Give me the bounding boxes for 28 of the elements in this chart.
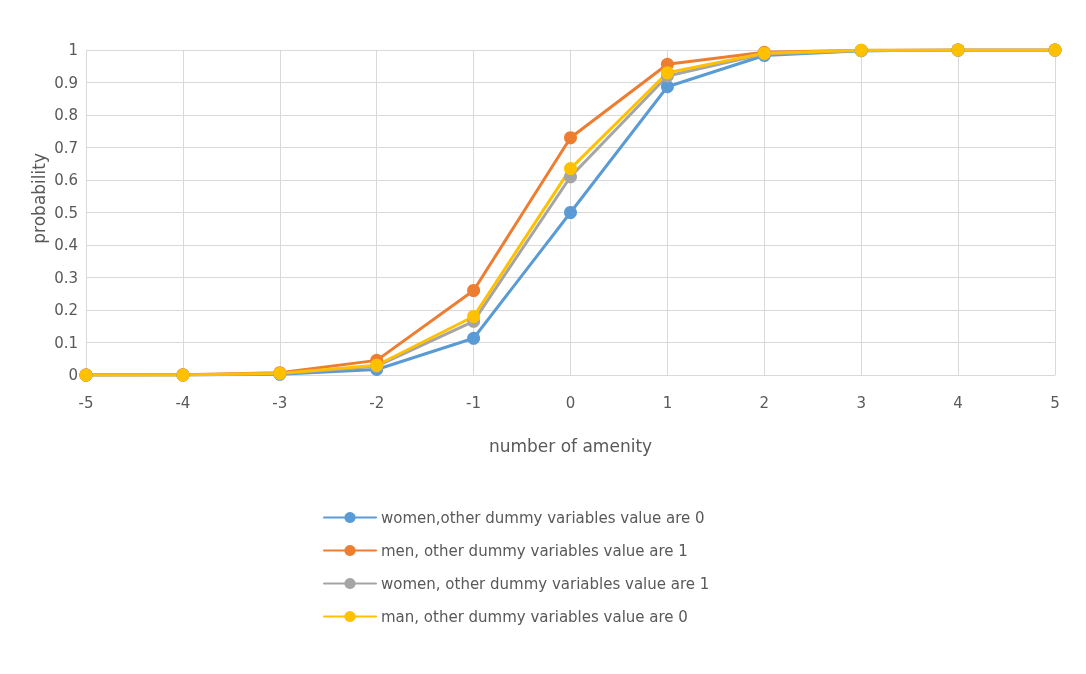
y-tick-label: 0.6	[54, 171, 78, 189]
x-tick-label: 1	[662, 393, 673, 412]
x-tick-label: 2	[759, 393, 770, 412]
x-tick-label: 4	[953, 393, 963, 412]
y-tick-label: 0.9	[54, 73, 78, 92]
y-tick-label: 0.3	[54, 268, 78, 287]
x-tick-label: -1	[466, 393, 482, 412]
legend-label: men, other dummy variables value are 1	[381, 541, 688, 560]
x-tick-label: 3	[856, 393, 866, 412]
x-tick-label: -4	[175, 393, 191, 412]
y-tick-label: 0.8	[54, 106, 78, 124]
y-axis-title: probability	[28, 153, 49, 244]
x-tick-label: -5	[78, 393, 94, 412]
x-tick-label: -3	[272, 393, 288, 412]
legend-label: man, other dummy variables value are 0	[381, 607, 688, 626]
x-axis-title: number of amenity	[488, 435, 653, 456]
x-tick-label: 0	[565, 393, 576, 412]
y-tick-label: 0.2	[54, 301, 78, 319]
y-tick-label: 0.7	[54, 138, 78, 157]
legend-label: women,other dummy variables value are 0	[381, 508, 705, 527]
y-tick-label: 0.4	[54, 236, 78, 254]
x-tick-label: 5	[1050, 393, 1060, 412]
y-tick-label: 0.5	[54, 203, 78, 222]
y-tick-label: 0.1	[54, 333, 78, 352]
y-tick-label: 0	[68, 366, 78, 384]
legend-label: women, other dummy variables value are 1	[381, 574, 710, 593]
x-tick-label: -2	[369, 393, 385, 412]
y-tick-label: 1	[68, 41, 78, 59]
